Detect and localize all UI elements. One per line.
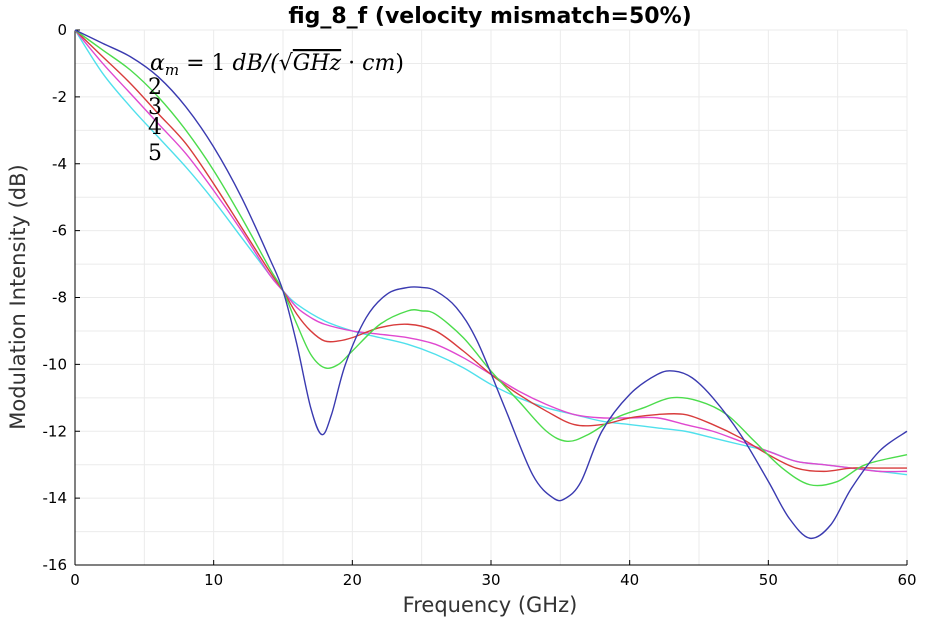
y-tick-label: -12 [43, 422, 68, 440]
x-tick-label: 20 [343, 571, 362, 589]
y-tick-label: -10 [43, 355, 68, 373]
annotation-subscript: m [165, 61, 179, 79]
annotation-label-2: 2 [148, 75, 162, 100]
x-ticks: 0 10 20 30 40 50 60 [70, 560, 917, 589]
series-line-4 [74, 29, 908, 473]
series-line-3 [74, 29, 907, 473]
x-tick-label: 10 [204, 571, 223, 589]
x-tick-label: 50 [759, 571, 778, 589]
annotation-label-3: 3 [148, 95, 162, 120]
x-tick-label: 40 [620, 571, 639, 589]
y-ticks: 0 -2 -4 -6 -8 -10 -12 -14 -16 [43, 21, 80, 574]
annotation-label-4: 4 [148, 115, 162, 140]
y-tick-label: 0 [57, 21, 67, 39]
x-tick-label: 60 [897, 571, 916, 589]
x-axis-label: Frequency (GHz) [403, 593, 578, 617]
y-axis-label: Modulation Intensity (dB) [6, 164, 30, 429]
annotation-unit-prefix: dB/( [233, 51, 280, 76]
chart-title: fig_8_f (velocity mismatch=50%) [288, 4, 691, 29]
y-tick-label: -2 [52, 88, 67, 106]
annotation-dot: · [341, 51, 362, 76]
legend-annotation: αm = 1 dB/(√GHz · cm) 2 3 4 5 [148, 51, 404, 166]
y-tick-label: -4 [52, 155, 67, 173]
annotation-equals: = 1 [179, 51, 232, 76]
annotation-unit-sqrt: GHz [293, 51, 342, 76]
y-tick-label: -16 [43, 556, 68, 574]
series-line-2 [74, 29, 908, 487]
annotation-close: ) [395, 51, 404, 76]
x-tick-label: 0 [70, 571, 80, 589]
y-tick-label: -6 [52, 222, 67, 240]
annotation-unit-cm: cm [362, 51, 395, 76]
series-layer [74, 29, 908, 540]
grid [75, 29, 908, 565]
y-tick-label: -14 [43, 489, 68, 507]
series-line-1 [74, 29, 908, 540]
annotation-label-5: 5 [148, 141, 162, 166]
y-tick-label: -8 [52, 289, 67, 307]
annotation-equation: αm = 1 dB/(√GHz · cm) [150, 51, 404, 79]
annotation-sqrt: √ [279, 51, 294, 76]
annotation-symbol: α [150, 51, 165, 76]
x-tick-label: 30 [481, 571, 500, 589]
